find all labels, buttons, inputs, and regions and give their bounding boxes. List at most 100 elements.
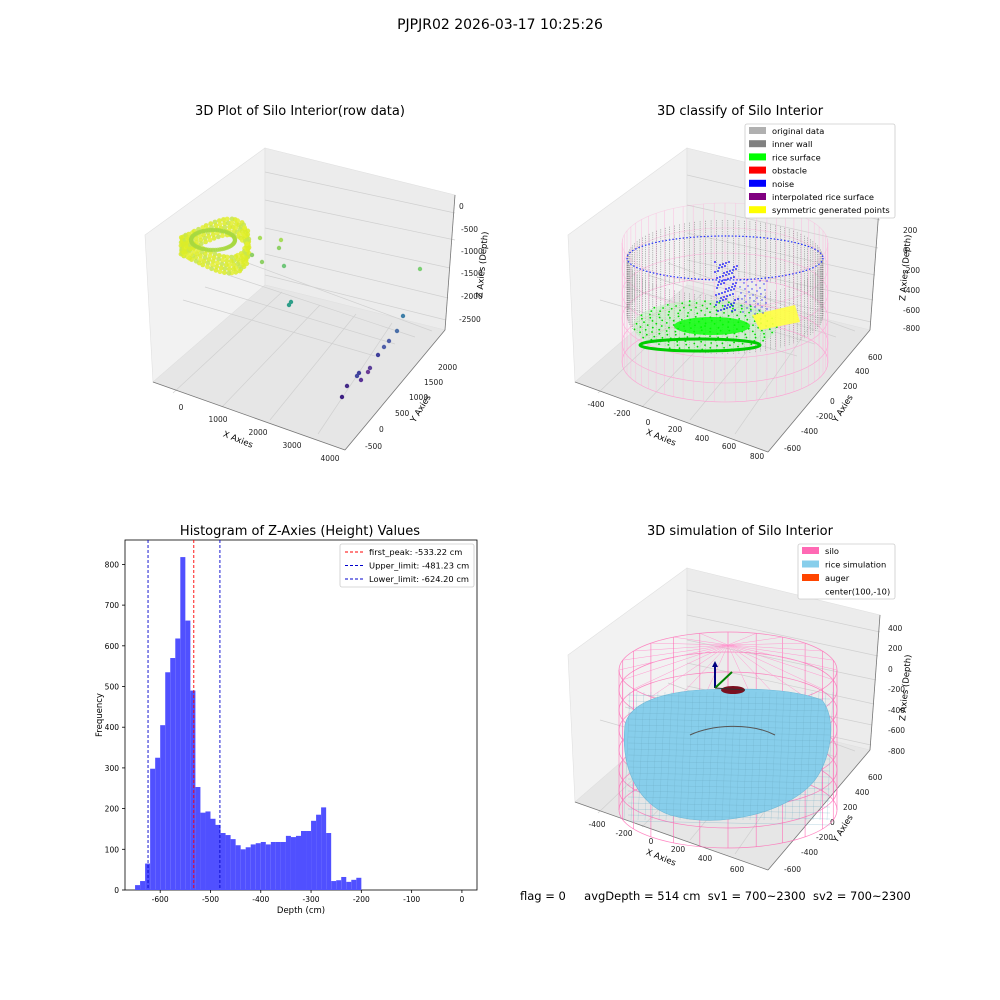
avg-depth-text: avgDepth = 514 cm	[584, 889, 701, 903]
y-ticks-label: -200	[816, 412, 833, 421]
raw-point	[245, 232, 251, 237]
grid-line	[269, 313, 357, 421]
raw-point	[229, 220, 235, 226]
y-tick-label: 0	[114, 886, 119, 895]
z-ticks-label: -600	[903, 306, 920, 315]
histogram-bar	[260, 841, 266, 890]
rice-surface-point	[667, 344, 670, 346]
raw-point	[339, 394, 345, 400]
x-ticks-label: 1000	[208, 415, 227, 424]
legend-swatch	[749, 193, 766, 200]
raw-point	[281, 263, 287, 269]
y-ticks-label: 0	[830, 397, 835, 406]
y-tick-label: 200	[105, 805, 120, 814]
center-z-arrow	[712, 661, 718, 667]
histogram-bar	[336, 880, 342, 890]
panel-4-legend: silo rice simulation auger center(100,-10)	[797, 543, 896, 600]
grid-line	[247, 262, 433, 332]
x-axis-label: Depth (cm)	[277, 906, 325, 916]
rice-surface-point	[700, 309, 703, 312]
raw-point	[212, 219, 218, 225]
raw-point	[221, 217, 226, 222]
z-ticks-label: -800	[888, 747, 905, 756]
legend-label: Upper_limit: -481.23 cm	[369, 561, 469, 571]
z-ticks-label: 0	[903, 246, 908, 255]
noise-point	[715, 294, 717, 296]
y-ticks-label: 400	[855, 788, 870, 797]
noise-point	[725, 262, 727, 264]
noise-point	[766, 308, 768, 310]
noise-point	[752, 294, 754, 296]
grid-line	[172, 291, 283, 394]
raw-point	[186, 231, 192, 237]
rice-surface-point	[674, 333, 677, 336]
rice-surface-point	[718, 301, 721, 304]
noise-point	[749, 304, 751, 306]
rice-mesh-line	[627, 820, 831, 826]
rice-surface-point	[728, 301, 730, 304]
histogram-bar	[275, 841, 281, 890]
rice-mesh-line	[749, 691, 757, 821]
rice-surface-point	[746, 318, 749, 321]
x-ticks-label: 600	[730, 865, 745, 874]
histogram-bar	[210, 818, 216, 890]
rice-surface-point	[658, 328, 661, 331]
panel-2-3d-axes: -400-2000200400600800-600-400-2000200400…	[567, 123, 920, 461]
rice-surface-point	[681, 302, 684, 305]
raw-point	[194, 239, 199, 245]
y-ticks-label: -600	[784, 444, 801, 453]
raw-point	[240, 262, 246, 268]
rice-surface-point	[675, 305, 677, 307]
noise-point	[714, 271, 716, 273]
noise-point	[726, 307, 728, 309]
noise-point	[766, 280, 768, 282]
raw-point	[226, 266, 232, 272]
rice-surface-point	[763, 332, 765, 335]
z-axis-label: Z Axies (Depth)	[475, 231, 491, 298]
legend-label: first_peak: -533.22 cm	[369, 547, 462, 557]
rice-surface-point	[709, 346, 712, 349]
x-tick-label: -500	[202, 895, 219, 904]
rice-surface-point	[677, 312, 680, 315]
raw-point	[211, 235, 217, 241]
axis-line	[444, 194, 456, 331]
noise-point	[759, 280, 761, 282]
panel-1-title: 3D Plot of Silo Interior(row data)	[195, 104, 405, 119]
raw-point	[233, 269, 239, 275]
noise-point	[733, 288, 735, 290]
rice-surface-point	[737, 345, 739, 348]
silo-roof-line	[727, 644, 806, 698]
rice-surface-point	[704, 344, 706, 346]
legend-label: rice surface	[772, 152, 821, 162]
histogram-bar	[326, 833, 332, 890]
x-tick-label: -600	[152, 895, 169, 904]
noise-point	[749, 297, 751, 299]
noise-point	[725, 298, 727, 300]
rice-mesh-line	[742, 691, 750, 821]
noise-point	[722, 275, 724, 277]
noise-ring	[626, 235, 824, 281]
rice-contour	[689, 725, 776, 736]
legend-swatch	[749, 127, 766, 134]
rice-mesh-line	[627, 694, 831, 700]
x-ticks-label: 400	[695, 434, 710, 443]
rice-surface-point	[659, 310, 661, 312]
raw-point	[235, 261, 241, 267]
histogram-bar	[240, 849, 246, 890]
center-y-axis	[714, 671, 733, 689]
rice-surface-point	[709, 311, 711, 314]
rice-mesh-line	[735, 691, 743, 821]
rice-mesh-line	[627, 730, 831, 736]
raw-point	[228, 258, 234, 264]
raw-point	[210, 262, 215, 268]
histogram-bar	[230, 839, 236, 890]
panel-3-title: Histogram of Z-Axies (Height) Values	[179, 524, 421, 539]
raw-point	[233, 225, 239, 231]
rice-surface-edge	[638, 337, 762, 353]
raw-point	[222, 266, 228, 272]
legend-label: obstacle	[772, 166, 807, 176]
legend-box	[797, 543, 896, 600]
y-tick-label: 600	[105, 642, 120, 651]
rice-mesh-line	[763, 691, 771, 821]
